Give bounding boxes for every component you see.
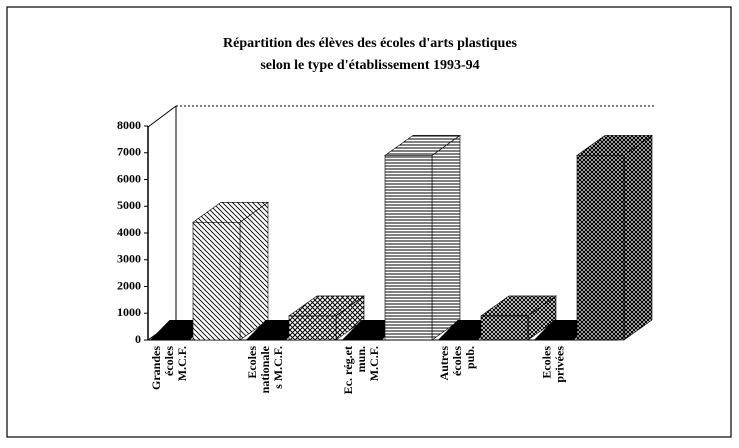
x-tick-label: privées	[552, 346, 566, 383]
x-tick-label: M.C.F.	[367, 346, 381, 381]
y-tick-label: 6000	[117, 171, 141, 185]
y-tick-label: 4000	[117, 225, 141, 239]
frame	[6, 6, 732, 438]
x-tick-label: M.C.F.	[175, 346, 189, 381]
y-tick-label: 3000	[117, 252, 141, 266]
x-tick-label: s M.C.F.	[271, 346, 285, 389]
chart-title: selon le type d'établissement 1993-94	[260, 58, 479, 73]
bar	[288, 315, 337, 341]
x-tick-label: Ec. rég.et	[341, 346, 355, 394]
x-tick-label: écoles	[450, 346, 464, 376]
x-tick-label: Ecoles	[539, 346, 553, 379]
axis-depth	[147, 105, 177, 341]
bar	[384, 155, 433, 341]
bar	[480, 315, 529, 341]
y-tick-label: 2000	[117, 278, 141, 292]
x-tick-label: écoles	[162, 346, 176, 376]
bar-side	[239, 201, 269, 341]
y-tick-label: 1000	[117, 305, 141, 319]
x-tick-label: nationale	[258, 345, 272, 393]
y-tick-label: 5000	[117, 198, 141, 212]
bar-side	[623, 134, 653, 341]
x-tick-label: Autres	[437, 346, 451, 381]
y-tick-label: 7000	[117, 145, 141, 159]
x-tick-label: Ecoles	[245, 346, 259, 379]
x-tick-label: pub.	[463, 346, 477, 369]
x-tick-label: Grandes	[149, 346, 163, 390]
bar	[576, 155, 625, 341]
y-tick-label: 8000	[117, 118, 141, 132]
x-tick-label: mun.	[354, 346, 368, 372]
y-tick-label: 0	[135, 332, 141, 346]
bar-side	[431, 134, 461, 341]
chart-title: Répartition des élèves des écoles d'arts…	[223, 36, 518, 51]
bar	[192, 222, 241, 341]
